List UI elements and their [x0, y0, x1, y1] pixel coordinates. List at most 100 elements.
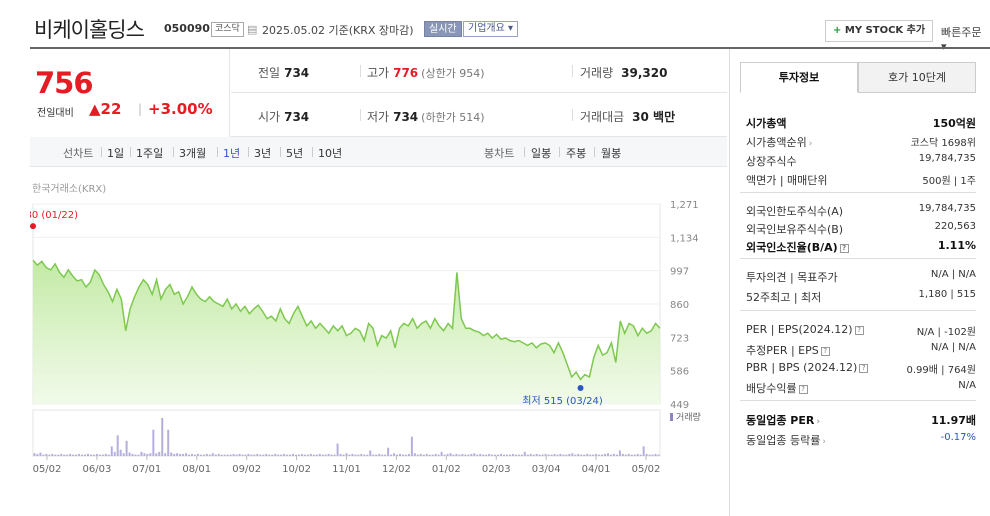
volume-bar	[140, 451, 143, 456]
max-point	[30, 223, 36, 230]
info-key: 배당수익률?	[746, 380, 808, 396]
volume-bar	[645, 453, 648, 456]
info-row[interactable]: 동일업종 등락률 › -0.17%	[746, 432, 976, 448]
volume-bar	[283, 453, 286, 456]
volume-bar	[54, 454, 57, 456]
period-5y[interactable]: 5년	[286, 147, 304, 160]
volume-bar	[419, 453, 422, 456]
volume-bar	[574, 454, 577, 456]
add-my-stock-label: MY STOCK 추가	[844, 25, 926, 36]
volume-bar	[33, 453, 36, 456]
info-row: 배당수익률? N/A	[746, 380, 976, 396]
company-overview-button[interactable]: 기업개요 ▾	[463, 21, 518, 37]
volume-bar	[280, 454, 283, 456]
period-10y[interactable]: 10년	[318, 147, 343, 160]
candle-chart-label[interactable]: 봉차트	[484, 147, 515, 160]
change-label: 전일대비	[37, 108, 74, 119]
volume-bar	[479, 453, 482, 456]
volume-bar	[601, 454, 604, 456]
volume-bar	[562, 454, 565, 456]
help-icon[interactable]: ?	[839, 244, 849, 253]
volume-bar	[449, 453, 452, 456]
volume-bar	[559, 453, 562, 456]
period-1d[interactable]: 1일	[107, 147, 125, 160]
volume-bar	[422, 454, 425, 456]
x-tick-label: 10/02	[282, 464, 311, 475]
volume-bar	[595, 453, 598, 456]
volume-bar	[226, 454, 229, 456]
high-value: 776	[393, 66, 419, 80]
help-icon[interactable]: ?	[854, 326, 864, 335]
volume-bar	[535, 453, 538, 456]
volume-bar	[577, 453, 580, 456]
info-row[interactable]: 시가총액순위 › 코스닥 1698위	[746, 134, 976, 150]
volume-bar	[571, 453, 574, 456]
volume-bar	[556, 454, 559, 456]
info-key: 액면가 | 매매단위	[746, 174, 828, 187]
volume-bar	[342, 454, 345, 456]
candle-monthly[interactable]: 월봉	[601, 147, 622, 160]
volume-bar	[309, 453, 312, 456]
divider	[173, 147, 174, 157]
quick-order-button[interactable]: 빠른주문 ▾	[941, 26, 982, 53]
period-1y[interactable]: 1년	[223, 147, 241, 160]
prev-close-value: 734	[284, 66, 310, 80]
add-my-stock-button[interactable]: + MY STOCK 추가	[825, 20, 934, 42]
volume-bar	[348, 454, 351, 456]
period-1w[interactable]: 1주일	[136, 147, 164, 160]
stock-name: 비케이홀딩스	[34, 18, 145, 42]
change-value: ▲22	[89, 100, 122, 118]
volume-bar	[199, 454, 202, 456]
volume-bar	[143, 453, 146, 456]
volume-bar	[119, 449, 122, 456]
x-tick-label: 05/02	[632, 464, 661, 475]
stock-code: 050090	[164, 22, 210, 35]
volume-bar	[57, 454, 60, 456]
volume-bar	[437, 454, 440, 456]
volume-bar	[503, 454, 505, 456]
calendar-icon: ▤	[247, 23, 258, 36]
tab-order-book[interactable]: 호가 10단계	[858, 62, 976, 93]
price-stats-table: 전일 734 고가 776 (상한가 954) 거래량 39,320 시가 734 저가 7…	[231, 49, 727, 137]
volume-bar	[526, 454, 529, 456]
info-row: 상장주식수 19,784,735	[746, 153, 976, 169]
price-chart[interactable]: 1,271 1,134 997 860 723 586 449 05/02 06/03 07/01…	[30, 196, 727, 476]
change-separator: |	[138, 102, 143, 116]
volume-bar	[452, 454, 455, 456]
volume-bar	[244, 454, 247, 456]
volume-bar	[268, 454, 271, 456]
info-row[interactable]: 동일업종 PER › 11.97배	[746, 412, 976, 428]
volume-bar	[131, 453, 134, 456]
realtime-button[interactable]: 실시간	[424, 21, 462, 37]
volume-bar	[336, 443, 339, 456]
period-3m[interactable]: 3개월	[179, 147, 207, 160]
period-3y[interactable]: 3년	[254, 147, 272, 160]
volume-bar	[410, 436, 413, 456]
info-row: 외국인한도주식수(A) 19,784,735	[746, 203, 976, 219]
info-row: 추정PER | EPS? N/A | N/A	[746, 342, 976, 358]
volume-bar	[158, 451, 161, 456]
volume-bar	[179, 453, 182, 456]
volume-bar	[330, 454, 333, 456]
help-icon[interactable]: ?	[859, 364, 869, 373]
info-value: 0.99배 | 764원	[906, 365, 976, 376]
info-row: 52주최고 | 최저 1,180 | 515	[746, 289, 976, 305]
volume-bar	[604, 453, 607, 456]
info-key: 동일업종 PER ›	[746, 414, 821, 427]
help-icon[interactable]: ?	[820, 347, 830, 356]
candle-daily[interactable]: 일봉	[531, 147, 552, 160]
info-value: 220,563	[934, 221, 976, 232]
volume-bar	[485, 454, 488, 456]
x-tick-label: 12/02	[382, 464, 411, 475]
volume-bar	[196, 453, 199, 456]
volume-bar	[247, 453, 250, 456]
help-icon[interactable]: ?	[798, 385, 808, 394]
tab-investment-info[interactable]: 투자정보	[740, 62, 858, 93]
candle-weekly[interactable]: 주봉	[566, 147, 587, 160]
x-tick-label: 09/02	[232, 464, 261, 475]
x-tick-label: 05/02	[33, 464, 62, 475]
volume-bar	[446, 453, 449, 456]
volume-bar	[217, 453, 220, 456]
line-chart-label[interactable]: 선차트	[63, 147, 94, 160]
current-price: 756	[35, 66, 94, 100]
